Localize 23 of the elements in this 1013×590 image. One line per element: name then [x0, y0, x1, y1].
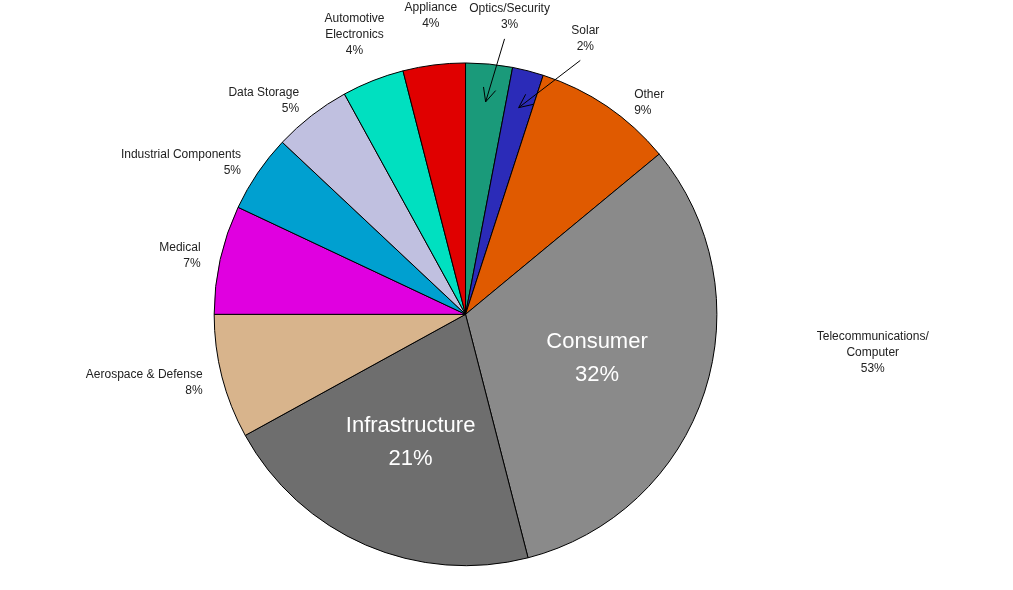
data-label: 3% [500, 17, 519, 32]
data-label: 7% [183, 256, 201, 271]
slice-label: Data Storage [228, 85, 300, 100]
slice-label: Medical [159, 240, 201, 255]
slice-label: Automotive Electronics [324, 11, 385, 42]
data-label: 9% [634, 102, 652, 117]
data-label: 4% [345, 43, 364, 58]
data-label: 8% [185, 382, 203, 397]
slice-label: Appliance [404, 0, 458, 14]
data-label: 4% [422, 16, 440, 31]
slice-label: Infrastructure [345, 412, 476, 438]
slice-label: Industrial Components [120, 146, 242, 161]
slice-label: Solar [571, 22, 600, 37]
slice-label: Optics/Security [469, 1, 550, 16]
data-label: 32% [574, 360, 620, 386]
data-label: 5% [223, 162, 242, 177]
slice-label: Consumer [546, 328, 648, 354]
slice-label: Aerospace & Defense [85, 366, 203, 381]
data-label: 21% [388, 444, 433, 470]
text: Telecommunications/ Computer 53% [816, 328, 930, 376]
slice-label: Other [634, 86, 665, 101]
data-label: 5% [281, 101, 300, 116]
data-label: 2% [576, 38, 595, 53]
